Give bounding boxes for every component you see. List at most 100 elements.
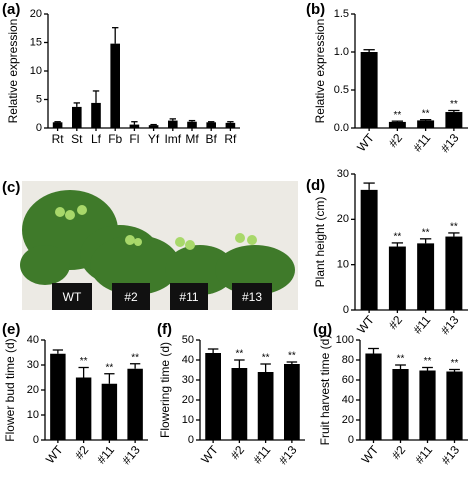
significance: **	[397, 354, 405, 365]
significance: **	[451, 358, 459, 369]
bar	[75, 377, 92, 440]
y-tick-label: 10	[337, 259, 349, 271]
bar	[231, 368, 248, 440]
bar	[417, 120, 435, 128]
x-tick-label: Fl	[129, 132, 139, 146]
y-tick-label: 0	[33, 434, 39, 446]
bar	[205, 353, 221, 440]
significance: **	[235, 349, 243, 360]
y-axis-label: Flowering time (d)	[158, 342, 172, 438]
y-tick-label: 40	[27, 334, 39, 346]
x-tick-label: #13	[119, 443, 143, 468]
x-tick-label: WT	[354, 130, 377, 154]
panel-label: (d)	[306, 177, 325, 194]
panel-label: (e)	[2, 321, 20, 338]
significance: **	[450, 99, 458, 110]
x-tick-label: #13	[276, 443, 300, 468]
significance: **	[80, 356, 88, 367]
bar	[52, 122, 63, 128]
bar	[417, 243, 435, 310]
bar	[168, 120, 178, 128]
x-tick-label: WT	[198, 442, 221, 466]
bar	[360, 52, 378, 128]
x-tick-label: Mf	[185, 132, 199, 146]
x-tick-label: WT	[43, 442, 66, 466]
fruits	[55, 205, 257, 250]
x-tick-label: Lf	[91, 132, 102, 146]
x-tick-label: #2	[389, 443, 409, 462]
y-tick-label: 50	[182, 334, 194, 346]
pot-label: #13	[242, 290, 262, 304]
bar	[445, 236, 463, 310]
significance: **	[131, 352, 139, 363]
y-axis-label: Relative expression	[6, 19, 20, 124]
bar	[365, 353, 382, 440]
bar	[446, 371, 463, 440]
x-tick-label: WT	[354, 312, 377, 336]
x-tick-label: Rt	[52, 132, 65, 146]
bar	[129, 124, 140, 128]
bar	[101, 383, 118, 440]
bar	[284, 364, 300, 440]
y-tick-label: 1.5	[334, 8, 349, 20]
x-tick-label: #11	[94, 443, 117, 467]
significance: **	[424, 356, 432, 367]
bar	[206, 122, 216, 128]
bar	[445, 112, 463, 128]
x-tick-label: #11	[410, 131, 433, 155]
y-tick-label: 100	[336, 334, 354, 346]
y-tick-label: 10	[27, 409, 39, 421]
bar	[187, 121, 197, 128]
bar	[127, 368, 143, 440]
bar	[388, 246, 406, 310]
bar	[360, 189, 378, 310]
y-axis-label: Plant height (cm)	[313, 197, 327, 288]
significance: **	[393, 232, 401, 243]
bar	[72, 106, 82, 128]
y-tick-label: 0	[188, 434, 194, 446]
pots	[52, 283, 272, 310]
y-axis-label: Fruit harvest time (d)	[318, 335, 332, 446]
photo-labels: WT #2 #11 #13	[63, 290, 263, 304]
pot-label: WT	[63, 290, 82, 304]
y-tick-label: 20	[27, 384, 39, 396]
x-tick-label: Fb	[108, 132, 122, 146]
y-tick-label: 10	[30, 65, 42, 77]
x-tick-label: Rf	[224, 132, 237, 146]
x-tick-label: St	[71, 132, 83, 146]
panel-label: (a)	[2, 1, 20, 18]
y-tick-label: 15	[30, 36, 42, 48]
y-tick-label: 40	[342, 394, 354, 406]
y-tick-label: 0.0	[334, 122, 349, 134]
panel-label: (c)	[2, 179, 20, 196]
y-tick-label: 30	[337, 168, 349, 180]
x-tick-label: WT	[359, 442, 382, 466]
bar	[91, 102, 101, 128]
significance: **	[288, 351, 296, 362]
y-tick-label: 0	[343, 304, 349, 316]
x-tick-label: #13	[438, 313, 462, 338]
significance: **	[393, 110, 401, 121]
bar	[388, 121, 406, 128]
bar	[110, 43, 120, 128]
panel-label: (g)	[313, 321, 332, 338]
bar	[225, 122, 236, 128]
panel-label: (b)	[306, 1, 325, 18]
significance: **	[422, 108, 430, 119]
y-tick-label: 0.5	[334, 84, 349, 96]
y-tick-label: 0	[348, 434, 354, 446]
bar	[148, 125, 159, 128]
y-tick-label: 20	[30, 8, 42, 20]
significance: **	[105, 362, 113, 373]
y-tick-label: 30	[27, 359, 39, 371]
y-tick-label: 60	[342, 374, 354, 386]
y-axis-label: Flower bud time (d)	[3, 338, 17, 441]
y-tick-label: 20	[182, 394, 194, 406]
y-tick-label: 10	[182, 414, 194, 426]
pot-label: #2	[124, 290, 138, 304]
bar	[392, 369, 409, 440]
significance: **	[262, 353, 270, 364]
y-tick-label: 20	[337, 213, 349, 225]
x-tick-label: #11	[410, 313, 433, 337]
